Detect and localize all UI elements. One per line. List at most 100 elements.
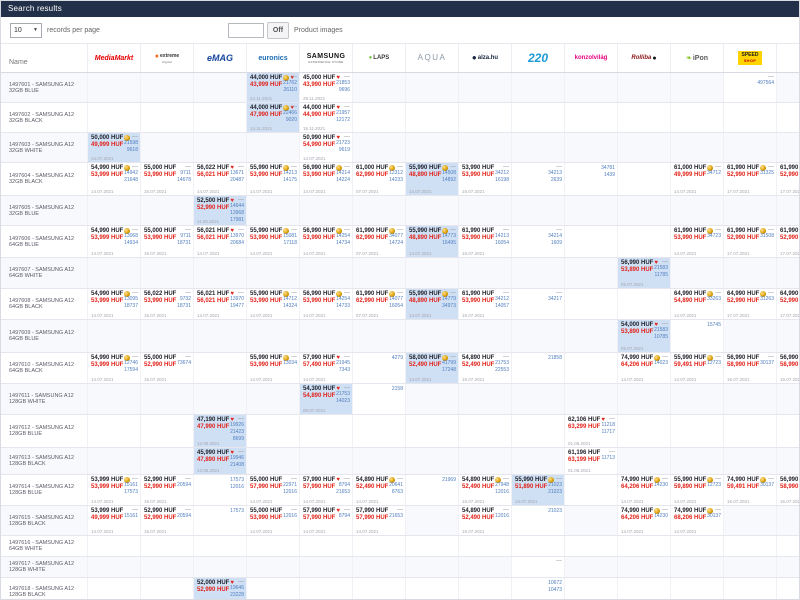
metric-link[interactable]: 14779 [442,296,456,302]
metric-link[interactable]: 21583 [654,327,668,333]
retailer-header-220volt[interactable]: 220 [511,44,564,72]
metric-link[interactable]: 14077 [389,296,403,302]
metric-link[interactable]: 14934 [124,240,138,246]
price-cell[interactable]: 53,990 HUF 53,990 HUF 15.07.2021 —34212 1619… [458,163,511,195]
name-column-header[interactable]: Name [9,59,28,66]
metric-link[interactable]: 31508 [760,233,774,239]
price-cell[interactable]: —497564 [723,73,776,102]
price-cell[interactable]: 45,000 HUF ♥ 43,990 HUF 29.11.2021 —21853 969… [299,73,352,102]
metric-link[interactable]: 20594 [177,513,191,519]
metric-link[interactable]: 20641 [389,482,403,488]
metric-link[interactable]: 13970 [230,296,244,302]
metric-link[interactable]: 21023 [548,489,562,495]
favorite-heart-icon[interactable]: ♥ [230,290,234,297]
metric-link[interactable]: 18737 [124,303,138,309]
metric-link[interactable]: 15161 [124,513,138,519]
metric-link[interactable]: 34781 [601,165,615,171]
price-cell[interactable]: — [511,557,564,577]
favorite-heart-icon[interactable]: ♥ [336,104,340,111]
price-cell[interactable]: 61,990 HUF 52,990 HUF 17.07.2021 —31325 [723,163,776,195]
price-cell[interactable]: 55,990 HUF 59,491 HUF 14.07.2021 —12723 [670,353,723,383]
metric-link[interactable]: 17573 [230,508,244,514]
metric-link[interactable]: 14175 [283,177,297,183]
price-cell[interactable]: 57,990 HUF ♥ 57,990 HUF 14.07.2021 —8794 [299,506,352,535]
favorite-heart-icon[interactable]: ♥ [336,74,340,81]
metric-link[interactable]: 34212 [495,296,509,302]
price-cell[interactable]: —34214 1609 [511,226,564,257]
metric-link[interactable]: 11713 [601,455,615,461]
retailer-header-emag[interactable]: eMAG [193,44,246,72]
price-cell[interactable]: 54,990 HUF 53,999 HUF 14.07.2021 —13068 1493… [87,226,140,257]
price-cell[interactable]: 74,990 HUF 64,206 HUF 14.07.2021 —14023 [617,353,670,383]
price-cell[interactable]: 44,000 HUF ♥ 47,990 HUF 14.11.2021 —22466 902… [246,103,299,132]
metric-link[interactable]: 16198 [495,177,509,183]
metric-link[interactable]: 16054 [389,303,403,309]
price-cell[interactable]: 50,000 HUF 49,999 HUF 14.07.2021 —21598 9618 [87,133,140,162]
metric-link[interactable]: 9619 [338,147,350,153]
retailer-header-samsung-experience-store[interactable]: SAMSUNG EXPERIENCE STORE [299,44,352,72]
price-cell[interactable]: 74,990 HUF 68,206 HUF 14.07.2021 —30137 [670,506,723,535]
metric-link[interactable]: 7343 [338,367,350,373]
metric-link[interactable]: 21969 [442,477,456,483]
price-cell[interactable]: 61,990 HUF 52,990 HUF 17.07.2021 —31508 [723,226,776,257]
price-cell[interactable]: 47,190 HUF ♥ 47,990 HUF 12.05.2021 —19926 214… [193,415,246,447]
metric-link[interactable]: 9732 [179,296,191,302]
metric-link[interactable]: 34077 [389,233,403,239]
metric-link[interactable]: 13968 [230,210,244,216]
price-cell[interactable]: 52,990 HUF 52,990 HUF 15.07.2021 —20594 [140,506,193,535]
price-cell[interactable]: 54,890 HUF 52,490 HUF 14.07.2021 —20641 8763 [352,475,405,505]
price-cell[interactable]: 55,000 HUF 52,990 HUF 15.07.2021 —73674 [140,353,193,383]
price-cell[interactable]: 61,196 HUF 63,199 HUF 01.06.2021 —11713 [564,448,617,474]
favorite-heart-icon[interactable]: ♥ [336,354,340,361]
metric-link[interactable]: 15161 [124,482,138,488]
metric-link[interactable]: 22971 [283,482,297,488]
metric-link[interactable]: 21423 [230,429,244,435]
favorite-heart-icon[interactable]: ♥ [230,164,234,171]
price-cell[interactable]: 34781 1439 [564,163,617,195]
retailer-header-clipped-column[interactable] [776,44,799,72]
price-cell[interactable]: 45,990 HUF ♥ 47,890 HUF 12.05.2021 —19946 214… [193,448,246,474]
price-cell[interactable]: 61,990 HUF 62,990 HUF 07.07.2021 —14077 1605… [352,289,405,319]
metric-link[interactable]: 12172 [336,117,350,123]
retailer-header-aqua[interactable]: AQUA [405,44,458,72]
metric-link[interactable]: 33263 [707,296,721,302]
price-cell[interactable]: 56,990 HUF 58,990 HUF 16.07.2021 —30137 [723,353,776,383]
price-cell[interactable]: 56,990 HUF 53,990 HUF 14.07.2021 —14214 1422… [299,163,352,195]
price-cell[interactable]: 55,000 HUF 57,990 HUF 14.07.2021 —22971 1201… [246,475,299,505]
metric-link[interactable]: 13068 [124,233,138,239]
price-cell[interactable]: 55,990 HUF 53,990 HUF 14.07.2021 —14712 1432… [246,289,299,319]
retailer-header-euronics[interactable]: euronics [246,44,299,72]
metric-link[interactable]: 34214 [548,233,562,239]
metric-link[interactable]: 21023 [548,508,562,514]
metric-link[interactable]: 21762 [283,80,297,86]
retailer-header-konzolvilag[interactable]: konzolvilág [564,44,617,72]
metric-link[interactable]: 9711 [180,233,191,239]
metric-link[interactable]: 22466 [283,110,297,116]
metric-link[interactable]: 14214 [336,170,350,176]
metric-link[interactable]: 14254 [336,296,350,302]
favorite-heart-icon[interactable]: ♥ [336,476,340,483]
price-cell[interactable]: 55,000 HUF 53,990 HUF 15.07.2021 —9711 18731 [140,226,193,257]
metric-link[interactable]: 9618 [126,147,138,153]
metric-link[interactable]: 26110 [283,87,297,93]
metric-link[interactable]: 13671 [230,170,244,176]
price-cell[interactable]: 17573 12016 [193,475,246,505]
metric-link[interactable]: 12016 [230,484,244,490]
product-images-toggle-button[interactable]: Off [266,21,290,39]
metric-link[interactable]: 15081 [283,233,297,239]
price-cell[interactable]: 57,990 HUF ♥ 57,490 HUF 14.07.2021 —21945 734… [299,353,352,383]
metric-link[interactable]: 10473 [548,587,562,593]
retailer-header-rolliba[interactable]: Rolliba ● [617,44,670,72]
metric-link[interactable]: 13970 [230,233,244,239]
metric-link[interactable]: 12723 [707,482,721,488]
price-cell[interactable]: 44,000 HUF ♥ 44,990 HUF 15.11.2021 —21957 121… [299,103,352,132]
price-cell[interactable]: 55,990 HUF 53,990 HUF 14.07.2021 —14213 1417… [246,163,299,195]
metric-link[interactable]: 14324 [283,303,297,309]
metric-link[interactable]: 12723 [707,360,721,366]
metric-link[interactable]: 19926 [230,422,244,428]
metric-link[interactable]: 11218 [601,422,615,428]
metric-link[interactable]: 16054 [495,240,509,246]
metric-link[interactable]: 31325 [760,170,774,176]
metric-link[interactable]: 17118 [283,240,297,246]
